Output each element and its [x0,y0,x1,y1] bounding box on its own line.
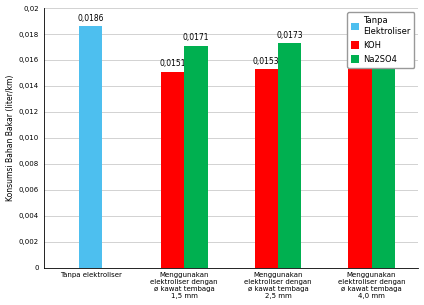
Text: 0,0153: 0,0153 [253,57,279,66]
Bar [254,69,278,267]
Text: 0,0177: 0,0177 [370,26,396,35]
Bar [161,72,184,267]
Text: 0,0151: 0,0151 [159,59,186,68]
Y-axis label: Konsumsi Bahan Bakar (liter/km): Konsumsi Bahan Bakar (liter/km) [6,75,14,201]
Text: 0,0186: 0,0186 [78,14,104,23]
Text: 0,0171: 0,0171 [183,34,209,42]
Legend: Tanpa
Elektroliser, KOH, Na2SO4: Tanpa Elektroliser, KOH, Na2SO4 [347,12,414,68]
Bar [184,46,208,267]
Bar [348,68,371,267]
Bar [79,26,102,267]
Bar [278,43,301,267]
Text: 0,0154: 0,0154 [346,56,373,64]
Text: 0,0173: 0,0173 [276,31,303,40]
Bar [371,38,395,267]
